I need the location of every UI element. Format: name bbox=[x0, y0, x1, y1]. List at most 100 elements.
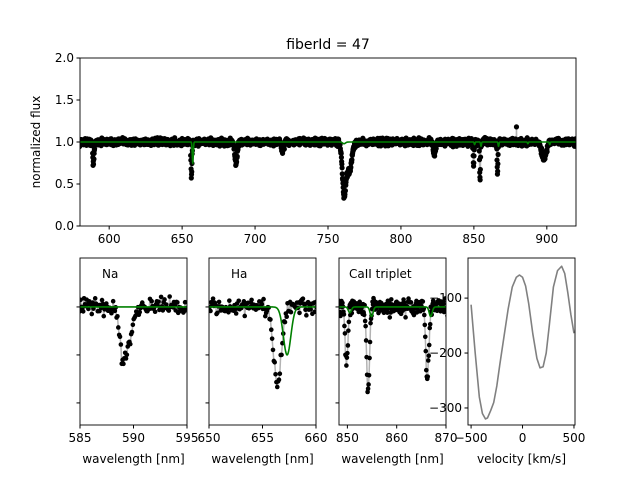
data-point bbox=[281, 146, 287, 152]
y-tick-label: −200 bbox=[429, 346, 462, 360]
data-point bbox=[513, 124, 520, 130]
data-point bbox=[342, 323, 347, 329]
data-point bbox=[188, 310, 193, 315]
plot-area bbox=[470, 265, 575, 420]
data-point bbox=[187, 304, 192, 309]
x-tick-label: −500 bbox=[455, 431, 488, 445]
data-point bbox=[339, 171, 345, 177]
data-point bbox=[308, 307, 313, 312]
x-tick-label: 850 bbox=[462, 232, 485, 246]
ha-panel-axes: 650 655 660 wavelength [nm] bbox=[198, 257, 328, 466]
data-point bbox=[80, 309, 86, 314]
y-tick-label: 2.0 bbox=[55, 51, 74, 65]
y-tick-label: −100 bbox=[429, 291, 462, 305]
data-point bbox=[363, 323, 368, 329]
data-point bbox=[363, 338, 369, 343]
data-point bbox=[92, 296, 98, 301]
data-point bbox=[316, 301, 321, 306]
data-point bbox=[444, 308, 446, 313]
data-point bbox=[423, 348, 429, 354]
plot-area bbox=[201, 296, 324, 390]
data-point bbox=[362, 318, 368, 324]
main-spectrum-axes: 600 650 700 750 800 850 900 0.0 0.5 1.0 1.5 2.0 bbox=[55, 51, 577, 246]
plot-area bbox=[73, 294, 195, 367]
data-point bbox=[477, 166, 483, 173]
data-point bbox=[117, 334, 123, 340]
data-point bbox=[236, 298, 242, 304]
data-point bbox=[345, 343, 351, 348]
chart-title: fiberId = 47 bbox=[286, 37, 370, 53]
data-point bbox=[233, 311, 239, 316]
data-point bbox=[259, 301, 265, 307]
data-point bbox=[121, 361, 126, 367]
data-point bbox=[361, 312, 367, 318]
data-point bbox=[129, 329, 135, 335]
data-point bbox=[167, 294, 172, 299]
data-point bbox=[185, 300, 187, 305]
data-point bbox=[124, 352, 130, 358]
data-point bbox=[368, 320, 373, 326]
data-point bbox=[201, 309, 206, 314]
data-point bbox=[189, 299, 194, 304]
data-point bbox=[387, 315, 393, 320]
axes-frame bbox=[208, 257, 317, 426]
data-point bbox=[190, 311, 195, 316]
data-point bbox=[338, 154, 345, 160]
data-point bbox=[318, 306, 323, 311]
data-point bbox=[345, 350, 350, 356]
data-point bbox=[91, 156, 97, 162]
x-tick-label: 650 bbox=[198, 431, 221, 445]
data-point bbox=[73, 306, 78, 311]
data-point bbox=[274, 384, 280, 390]
axes-frame bbox=[79, 257, 188, 426]
plot-area bbox=[339, 295, 446, 395]
data-point bbox=[273, 371, 278, 377]
data-point bbox=[471, 160, 477, 166]
data-point bbox=[403, 315, 408, 320]
x-tick-label: 660 bbox=[305, 431, 328, 445]
data-point bbox=[319, 297, 324, 302]
x-tick-label: 900 bbox=[535, 232, 558, 246]
data-point bbox=[425, 374, 431, 379]
data-point bbox=[367, 339, 373, 345]
plot-area bbox=[80, 124, 576, 201]
data-point bbox=[261, 296, 266, 302]
y-tick-label: 1.5 bbox=[55, 93, 74, 107]
data-point bbox=[317, 312, 322, 317]
data-point bbox=[477, 177, 483, 183]
data-point bbox=[304, 313, 309, 318]
data-point bbox=[495, 168, 501, 174]
velocity-line bbox=[470, 265, 575, 420]
data-point bbox=[300, 296, 306, 302]
data-point bbox=[162, 297, 167, 302]
caii-panel-label: CaII triplet bbox=[349, 267, 412, 281]
data-point bbox=[210, 296, 216, 301]
x-tick-label: 655 bbox=[251, 431, 274, 445]
x-axis-label: wavelength [nm] bbox=[82, 452, 184, 466]
data-point bbox=[339, 165, 345, 171]
data-point bbox=[366, 382, 371, 387]
data-point bbox=[270, 347, 276, 353]
data-point bbox=[365, 386, 371, 392]
data-point bbox=[75, 310, 80, 315]
y-tick-label: 0.5 bbox=[55, 177, 74, 191]
data-point bbox=[269, 336, 275, 341]
x-axis-label: wavelength [nm] bbox=[211, 452, 313, 466]
data-point bbox=[477, 154, 484, 160]
x-tick-label: 500 bbox=[563, 431, 586, 445]
data-point bbox=[175, 300, 180, 305]
data-point bbox=[282, 319, 288, 325]
data-point bbox=[574, 140, 576, 146]
data-point bbox=[471, 153, 477, 159]
data-point bbox=[342, 188, 348, 194]
data-point bbox=[284, 314, 289, 320]
data-point bbox=[90, 161, 97, 167]
data-point bbox=[101, 313, 107, 319]
data-point bbox=[110, 298, 116, 304]
data-point bbox=[276, 377, 282, 383]
x-tick-label: 0 bbox=[519, 431, 527, 445]
data-point bbox=[388, 297, 394, 302]
data-point bbox=[115, 313, 120, 319]
